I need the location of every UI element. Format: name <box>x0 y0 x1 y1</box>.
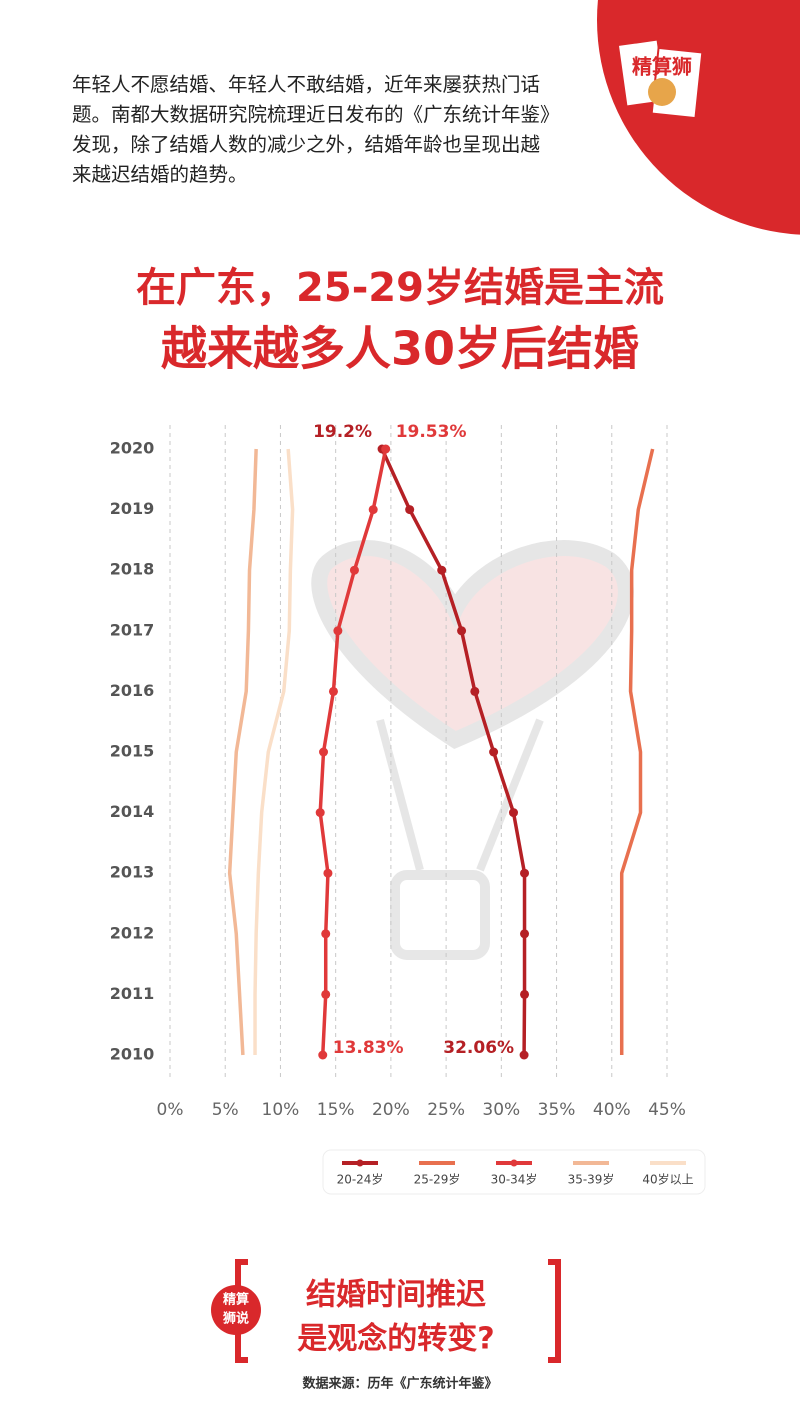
corner-circle <box>597 0 800 235</box>
point <box>520 929 530 939</box>
x-tick-label: 20% <box>372 1100 410 1120</box>
series-line <box>227 448 258 1056</box>
x-tick-label: 5% <box>212 1100 239 1120</box>
point <box>470 686 480 696</box>
point <box>520 868 530 878</box>
y-tick-label: 2015 <box>110 742 155 761</box>
series-line <box>318 448 388 1056</box>
x-tick-label: 15% <box>317 1100 355 1120</box>
y-tick-label: 2013 <box>110 863 155 882</box>
series-line <box>619 448 655 1055</box>
point <box>437 565 447 575</box>
value-label: 32.06% <box>443 1038 514 1058</box>
stamp-text: 精算狮 <box>632 55 692 79</box>
series-line <box>380 448 527 1056</box>
y-tick-label: 2020 <box>110 439 155 458</box>
point <box>315 808 325 818</box>
x-tick-label: 10% <box>262 1100 300 1120</box>
point <box>405 505 415 515</box>
point <box>508 808 518 818</box>
point <box>381 444 391 454</box>
value-label: 19.53% <box>396 422 467 442</box>
x-tick-label: 45% <box>648 1100 686 1120</box>
y-tick-label: 2010 <box>110 1045 155 1064</box>
bracket <box>548 1259 561 1363</box>
legend-label: 40岁以上 <box>642 1172 693 1187</box>
x-tick-label: 40% <box>593 1100 631 1120</box>
point <box>457 626 467 636</box>
x-tick-label: 35% <box>538 1100 576 1120</box>
title: 越来越多人30岁后结婚 <box>161 322 639 376</box>
legend-label: 30-34岁 <box>491 1172 538 1187</box>
y-tick-label: 2012 <box>110 923 155 942</box>
intro: 年轻人不愿结婚、年轻人不敢结婚，近年来屡获热门话题。南都大数据研究院梳理近日发布… <box>72 73 550 186</box>
title: 在广东，25-29岁结婚是主流 <box>136 265 664 311</box>
legend-label: 35-39岁 <box>568 1172 615 1187</box>
point <box>520 989 530 999</box>
conclusion: 是观念的转变? <box>297 1322 494 1357</box>
point <box>333 626 343 636</box>
point <box>318 1050 328 1060</box>
value-label: 13.83% <box>333 1038 404 1058</box>
badge-text: 精算 <box>223 1292 249 1308</box>
point <box>321 989 331 999</box>
x-tick-label: 0% <box>157 1100 184 1120</box>
conclusion: 结婚时间推迟 <box>306 1278 486 1313</box>
y-tick-label: 2018 <box>110 560 155 579</box>
badge-text: 狮说 <box>222 1311 249 1327</box>
x-tick-label: 30% <box>482 1100 520 1120</box>
y-tick-label: 2014 <box>110 802 155 821</box>
legend-box <box>322 1149 706 1195</box>
y-tick-label: 2019 <box>110 499 155 518</box>
y-tick-label: 2017 <box>110 620 155 639</box>
point <box>323 868 333 878</box>
heart-balloon <box>311 540 634 960</box>
legend-marker <box>356 1159 364 1167</box>
x-tick-label: 25% <box>427 1100 465 1120</box>
legend-label: 25-29岁 <box>414 1172 461 1187</box>
point <box>319 747 329 757</box>
point <box>328 686 338 696</box>
legend-label: 20-24岁 <box>337 1172 384 1187</box>
legend-marker <box>510 1159 518 1167</box>
source: 数据来源：历年《广东统计年鉴》 <box>302 1376 497 1392</box>
series-line <box>253 448 295 1055</box>
value-label: 19.2% <box>313 422 372 442</box>
point <box>368 505 378 515</box>
point <box>519 1050 529 1060</box>
y-tick-label: 2011 <box>110 984 155 1003</box>
point <box>321 929 331 939</box>
stamp-lion <box>648 78 676 106</box>
y-tick-label: 2016 <box>110 681 155 700</box>
badge <box>211 1285 261 1335</box>
point <box>489 747 499 757</box>
point <box>349 565 359 575</box>
